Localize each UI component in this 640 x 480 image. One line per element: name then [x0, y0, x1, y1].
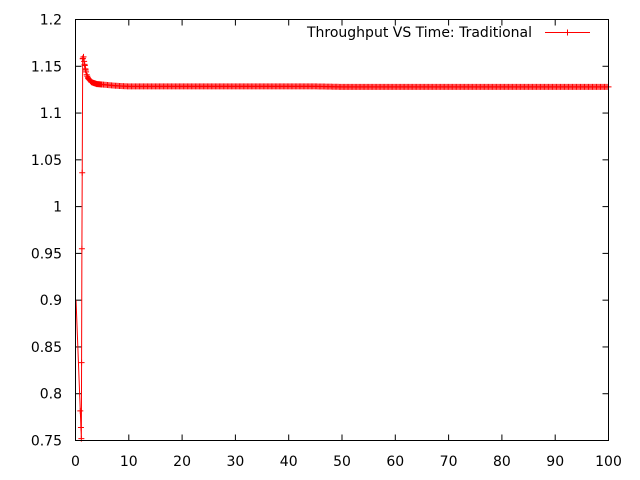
x-tick-label: 0 [71, 454, 80, 470]
y-tick-label: 1.2 [40, 13, 62, 29]
legend-marker-series-1 [564, 29, 571, 36]
legend: Throughput VS Time: Traditional [306, 25, 590, 41]
y-tick-label: 0.95 [31, 246, 62, 262]
y-tick-label: 0.9 [40, 293, 62, 309]
y-tick-label: 1 [53, 200, 62, 216]
x-tick-label: 60 [386, 454, 404, 470]
y-tick-label: 1.05 [31, 153, 62, 169]
x-tick-label: 80 [493, 454, 511, 470]
x-tick-label: 90 [546, 454, 564, 470]
y-tick-label: 1.1 [40, 106, 62, 122]
x-tick-label: 10 [120, 454, 138, 470]
y-tick-label: 0.85 [31, 340, 62, 356]
series-markers-1 [77, 53, 612, 442]
x-tick-label: 40 [280, 454, 298, 470]
x-tick-label: 30 [226, 454, 244, 470]
plot-frame [75, 19, 609, 441]
y-tick-label: 1.15 [31, 59, 62, 75]
x-tick-label: 20 [173, 454, 191, 470]
x-tick-label: 70 [440, 454, 458, 470]
x-tick-label: 100 [595, 454, 622, 470]
x-tick-label: 50 [333, 454, 351, 470]
ticks-layer: 0 10 20 30 40 50 60 70 80 90 100 0.75 0.8 0.85 0.9 0.95… [31, 13, 622, 471]
y-tick-label: 0.8 [40, 387, 62, 403]
legend-label-series-1: Throughput VS Time: Traditional [306, 25, 532, 41]
series-layer [75, 53, 612, 442]
legend-plus-marker [564, 29, 571, 36]
y-tick-label: 0.75 [31, 434, 62, 450]
